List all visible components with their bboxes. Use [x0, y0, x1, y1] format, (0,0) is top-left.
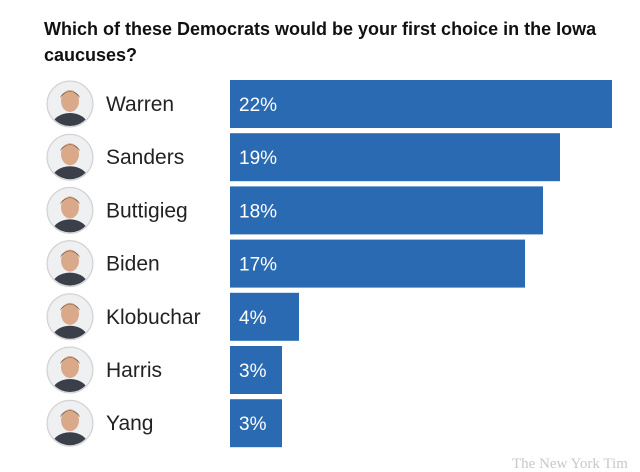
bar: [230, 239, 525, 288]
bar: [230, 186, 543, 235]
bar-value-label: 17%: [239, 255, 277, 276]
avatar-icon: [46, 346, 94, 394]
bar-value-label: 4%: [239, 308, 267, 329]
candidate-name: Harris: [106, 359, 162, 382]
bar-value-label: 18%: [239, 201, 277, 222]
chart-title: Which of these Democrats would be your f…: [44, 19, 597, 65]
bar: [230, 80, 612, 128]
avatar-icon: [46, 133, 94, 181]
bar-value-label: 19%: [239, 148, 277, 169]
candidate-name: Warren: [106, 93, 174, 116]
candidate-name: Biden: [106, 253, 160, 276]
watermark: The New York Tim: [512, 456, 628, 472]
bar-value-label: 3%: [239, 361, 267, 382]
avatar-icon: [46, 80, 94, 128]
candidate-name: Buttigieg: [106, 199, 188, 222]
avatar-icon: [46, 399, 94, 447]
avatar-icon: [46, 293, 94, 341]
bar: [230, 399, 282, 448]
candidate-name: Sanders: [106, 146, 184, 169]
candidate-name: Klobuchar: [106, 306, 201, 329]
bar: [230, 346, 282, 394]
avatar-icon: [46, 186, 94, 234]
bar: [230, 133, 560, 182]
bar-value-label: 22%: [239, 95, 277, 116]
bar-value-label: 3%: [239, 414, 267, 435]
candidate-name: Yang: [106, 412, 154, 435]
avatar-icon: [46, 240, 94, 288]
bar: [230, 292, 299, 341]
